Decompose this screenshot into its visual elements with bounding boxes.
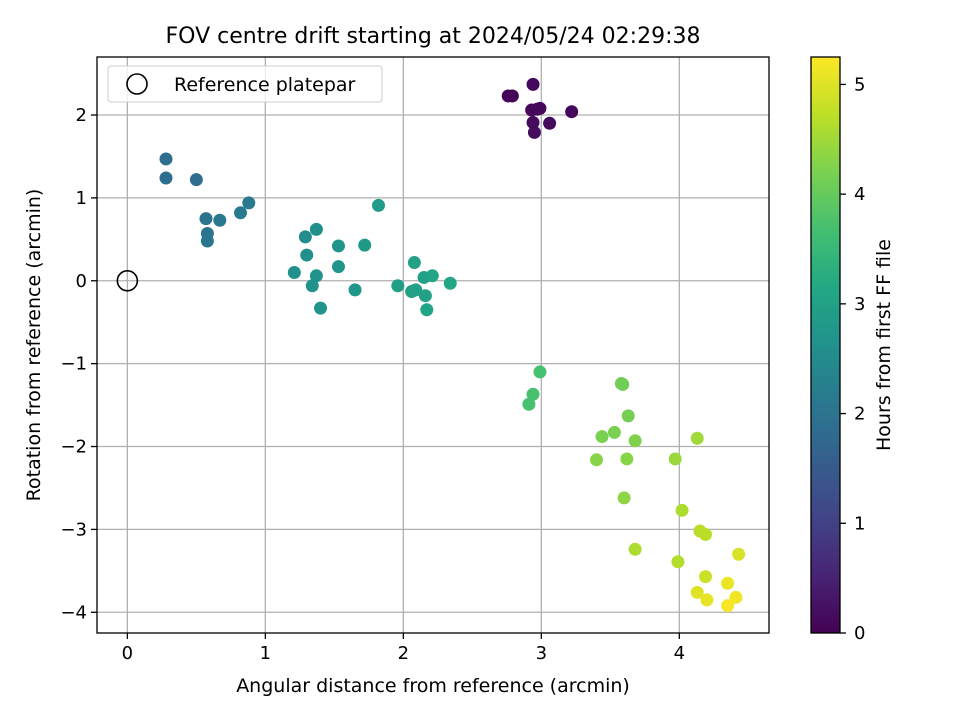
colorbar-tick-label: 5 [854, 74, 865, 95]
data-point [159, 152, 173, 166]
x-tick-label: 0 [122, 643, 133, 664]
data-point [526, 387, 540, 401]
data-point [668, 452, 682, 466]
data-point [522, 397, 536, 411]
data-point [298, 230, 312, 244]
data-point [305, 279, 319, 293]
data-point [420, 303, 434, 317]
data-point [617, 491, 631, 505]
data-point [371, 198, 385, 212]
plot-area: 0 1 2 3 4 −4 −3 −2 −1 0 1 2 [60, 56, 770, 664]
data-point [628, 434, 642, 448]
plot-background [97, 57, 769, 633]
colorbar-tick-label: 4 [854, 184, 865, 205]
colorbar-frame [810, 56, 841, 634]
data-point [729, 590, 743, 604]
colorbar-tick-label: 2 [854, 404, 865, 425]
x-axis-label: Angular distance from reference (arcmin) [236, 675, 630, 697]
reference-marker [116, 269, 139, 292]
data-point [505, 89, 519, 103]
y-tick-label: 2 [76, 105, 87, 126]
data-point [200, 234, 214, 248]
data-point [287, 265, 301, 279]
data-point [159, 171, 173, 185]
data-point [675, 503, 689, 517]
colorbar-tick-label: 3 [854, 294, 865, 315]
legend-label: Reference platepar [174, 74, 356, 96]
colorbar-ticks: 0 1 2 3 4 5 [840, 74, 865, 644]
data-point [331, 260, 345, 274]
data-point [309, 269, 323, 283]
data-point [526, 77, 540, 91]
data-point [543, 116, 557, 130]
y-tick-label: −4 [60, 602, 87, 623]
colorbar-label: Hours from first FF file [873, 239, 895, 451]
data-point [533, 365, 547, 379]
data-point [391, 279, 405, 293]
y-tick-label: −2 [60, 437, 87, 458]
data-point [309, 222, 323, 236]
y-tick-label: −1 [60, 354, 87, 375]
data-point [443, 276, 457, 290]
colorbar-tick-label: 0 [854, 623, 865, 644]
legend: Reference platepar [107, 65, 383, 103]
data-point [590, 453, 604, 467]
data-point [199, 212, 213, 226]
y-tick-label: −3 [60, 519, 87, 540]
data-point [565, 105, 579, 119]
data-point [530, 102, 544, 116]
y-axis-ticks: −4 −3 −2 −1 0 1 2 [60, 105, 97, 623]
data-point [699, 527, 713, 541]
colorbar-gradient [811, 57, 840, 633]
x-tick-label: 2 [398, 643, 409, 664]
data-point [234, 206, 248, 220]
data-point [242, 196, 256, 210]
x-tick-label: 4 [674, 643, 685, 664]
x-tick-label: 1 [260, 643, 271, 664]
data-point [620, 452, 634, 466]
data-point [690, 431, 704, 445]
data-point [690, 585, 704, 599]
data-point [527, 125, 541, 139]
data-point [348, 283, 362, 297]
data-point [358, 238, 372, 252]
data-point [526, 115, 540, 129]
data-point [607, 425, 621, 439]
data-point [213, 213, 227, 227]
x-tick-label: 3 [536, 643, 547, 664]
data-point [700, 593, 714, 607]
data-point [407, 256, 421, 270]
data-point [314, 301, 328, 315]
chart-title: FOV centre drift starting at 2024/05/24 … [166, 24, 701, 49]
colorbar: 0 1 2 3 4 5 Hours from first FF file [810, 56, 895, 644]
data-point [616, 377, 630, 391]
data-point [595, 430, 609, 444]
data-point [628, 542, 642, 556]
y-axis-label: Rotation from reference (arcmin) [23, 189, 45, 502]
legend-box [107, 65, 383, 103]
data-point [732, 547, 746, 561]
grid [97, 57, 769, 633]
data-point [300, 248, 314, 262]
data-point [721, 576, 735, 590]
x-axis-ticks: 0 1 2 3 4 [122, 633, 685, 664]
data-point [425, 269, 439, 283]
colorbar-tick-label: 1 [854, 513, 865, 534]
plot-frame [96, 56, 770, 634]
data-point [418, 289, 432, 303]
data-points [159, 77, 746, 613]
data-point [409, 283, 423, 297]
data-point [331, 239, 345, 253]
data-point [189, 173, 203, 187]
legend-marker [126, 73, 148, 95]
data-point [699, 570, 713, 584]
data-point [721, 599, 735, 613]
y-tick-label: 1 [76, 188, 87, 209]
data-point [671, 555, 685, 569]
y-tick-label: 0 [76, 271, 87, 292]
data-point [621, 409, 635, 423]
